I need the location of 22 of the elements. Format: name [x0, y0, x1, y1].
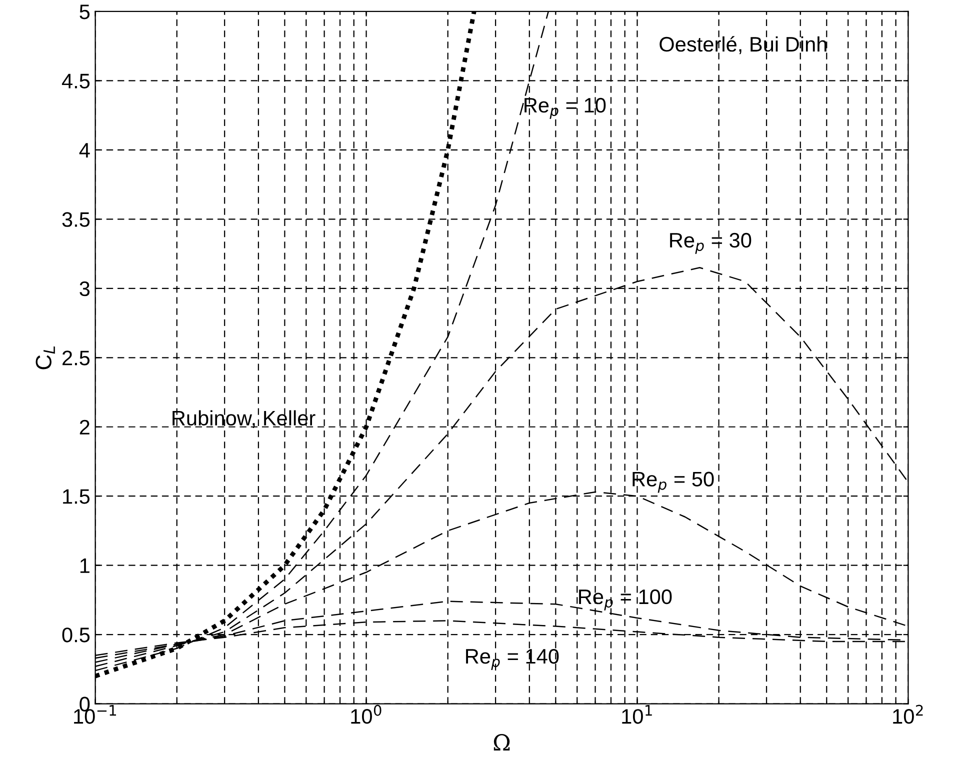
- y-tick-label: 1.5: [63, 489, 90, 504]
- x-tick-label: 10$^{2}$: [893, 704, 923, 724]
- annotation: Re$_{p}$ = 100: [579, 589, 672, 610]
- y-tick-label: 4.5: [62, 74, 90, 88]
- y-tick-label: 2: [80, 420, 90, 434]
- y-axis-title: C$_{L}$: [36, 346, 55, 370]
- y-tick-label: 2.5: [62, 350, 90, 366]
- y-tick-label: 3.5: [62, 212, 90, 227]
- y-tick-label: 1: [80, 558, 90, 573]
- x-tick-label: 10$^{0}$: [351, 704, 382, 724]
- annotation: Re$_{p}$ = 30: [670, 232, 752, 254]
- x-tick-label: 10$^{1}$: [622, 705, 652, 724]
- y-tick-label: 0.5: [62, 628, 90, 642]
- annotation: Re$_{p}$ = 50: [632, 472, 714, 493]
- annotation: Re$_{p}$ = 140: [466, 648, 559, 670]
- y-tick-label: 3: [80, 281, 90, 296]
- annotation: Rubinow, Keller: [172, 410, 316, 428]
- y-tick-label: 4: [79, 143, 90, 158]
- x-axis-title: Ω: [494, 734, 510, 751]
- annotation: Oesterlé, Bui Dinh: [660, 36, 826, 54]
- annotation: Re$_{p}$ = 10: [524, 98, 606, 119]
- y-tick-label: 5: [80, 4, 90, 20]
